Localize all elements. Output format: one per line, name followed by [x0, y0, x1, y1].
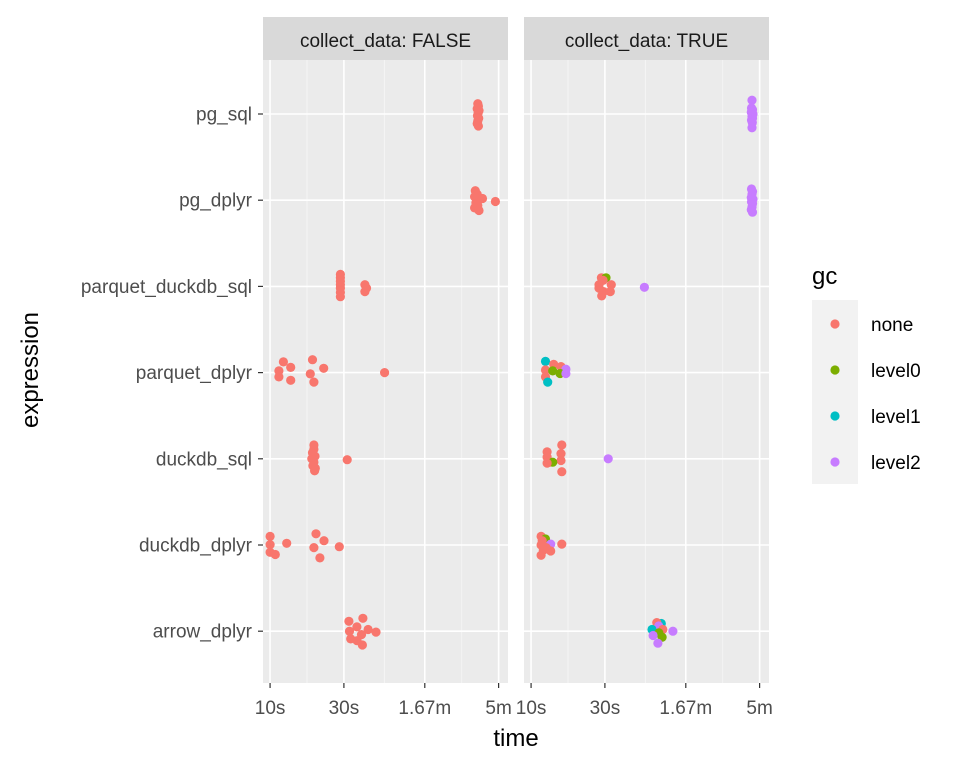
data-point-duckdb_sql-none: [342, 455, 352, 465]
data-point-duckdb_sql-none: [556, 449, 566, 459]
legend-key-level2: [830, 457, 840, 467]
legend-key-background: [812, 300, 858, 484]
y-tick-label: duckdb_sql: [156, 449, 252, 470]
data-point-parquet_dplyr-level1: [543, 377, 553, 387]
x-axis-title: time: [493, 725, 538, 752]
legend-label-level2: level2: [871, 453, 921, 474]
facet-strip: [524, 17, 769, 60]
x-tick-label: 5m: [746, 698, 772, 719]
data-point-parquet_dplyr-none: [286, 362, 296, 372]
data-point-parquet_duckdb_sql-none: [360, 287, 370, 297]
y-tick-label: pg_sql: [196, 105, 252, 126]
data-point-arrow_dplyr-none: [344, 616, 354, 626]
data-point-duckdb_dplyr-none: [557, 539, 567, 549]
data-point-duckdb_dplyr-none: [319, 536, 329, 546]
data-point-pg_sql-none: [473, 121, 483, 131]
data-point-arrow_dplyr-level2: [668, 626, 678, 636]
facet-panels: collect_data: FALSE collect_data: TRUE: [263, 17, 769, 683]
data-point-arrow_dplyr-level2: [653, 638, 663, 648]
data-point-duckdb_dplyr-none: [315, 553, 325, 563]
data-point-duckdb_dplyr-none: [270, 549, 280, 560]
data-point-parquet_dplyr-none: [274, 372, 284, 382]
legend: gc none level0 level1 level2: [812, 263, 921, 484]
x-tick-label: 30s: [590, 698, 621, 719]
data-point-duckdb_dplyr-none: [265, 531, 275, 542]
data-point-duckdb_sql-level2: [603, 454, 613, 464]
data-point-duckdb_sql-none: [542, 458, 552, 468]
data-point-arrow_dplyr-none: [371, 627, 381, 637]
facet-panel-1: collect_data: FALSE: [263, 17, 508, 683]
legend-label-level0: level0: [871, 361, 921, 382]
x-tick-label: 10s: [516, 698, 547, 719]
x-tick-label: 10s: [255, 698, 286, 719]
x-tick-label: 1.67m: [398, 698, 451, 719]
y-tick-label: arrow_dplyr: [153, 622, 253, 643]
data-point-parquet_duckdb_sql-none: [605, 287, 615, 297]
data-point-pg_dplyr-level2: [747, 207, 758, 217]
data-point-arrow_dplyr-none: [357, 640, 367, 650]
data-point-parquet_dplyr-none: [305, 369, 315, 379]
data-point-duckdb_dplyr-none: [282, 538, 292, 548]
legend-label-none: none: [871, 315, 913, 336]
x-tick-label: 5m: [485, 698, 511, 719]
data-point-arrow_dplyr-level2: [648, 630, 658, 641]
y-tick-label: parquet_dplyr: [136, 363, 253, 384]
data-point-parquet_dplyr-level2: [561, 368, 571, 379]
data-point-arrow_dplyr-none: [363, 624, 373, 635]
data-point-pg_dplyr-none: [490, 196, 500, 207]
data-point-duckdb_sql-none: [557, 467, 567, 477]
facet-strip: [263, 17, 508, 60]
data-point-duckdb_dplyr-none: [334, 542, 344, 552]
data-point-parquet_dplyr-none: [540, 365, 551, 375]
data-point-parquet_duckdb_sql-none: [335, 292, 345, 302]
facet-strip-label: collect_data: TRUE: [565, 31, 728, 52]
data-point-pg_sql-level2: [747, 95, 757, 105]
legend-key-level1: [830, 411, 840, 421]
legend-key-none: [830, 319, 840, 329]
x-axis-ticks: 10s 30s 1.67m 5m 10s 30s 1.67m 5m: [255, 683, 773, 719]
data-point-duckdb_sql-none: [557, 440, 567, 450]
data-point-duckdb_dplyr-none: [309, 543, 319, 553]
data-point-parquet_dplyr-none: [307, 355, 318, 365]
data-point-duckdb_dplyr-none: [265, 540, 275, 550]
data-point-duckdb_dplyr-none: [546, 546, 556, 556]
data-point-pg_sql-level2: [747, 123, 757, 133]
legend-key-level0: [830, 365, 840, 375]
y-tick-label: duckdb_dplyr: [139, 536, 253, 557]
data-point-parquet_dplyr-level1: [540, 356, 551, 366]
legend-label-level1: level1: [871, 407, 921, 428]
data-point-arrow_dplyr-none: [352, 622, 362, 632]
data-point-arrow_dplyr-none: [358, 613, 368, 623]
data-point-duckdb_sql-none: [556, 455, 566, 466]
data-point-parquet_dplyr-none: [380, 368, 390, 378]
data-point-parquet_dplyr-none: [309, 377, 319, 387]
data-point-parquet_dplyr-none: [278, 357, 288, 367]
data-point-parquet_duckdb_sql-none: [597, 291, 607, 301]
facet-strip-label: collect_data: FALSE: [300, 31, 471, 52]
data-point-parquet_dplyr-level0: [548, 366, 558, 376]
legend-title: gc: [812, 263, 837, 290]
data-point-duckdb_dplyr-none: [311, 529, 321, 539]
data-point-duckdb_dplyr-none: [536, 550, 546, 560]
x-tick-label: 30s: [329, 698, 360, 719]
data-point-parquet_dplyr-none: [286, 375, 296, 385]
y-tick-label: pg_dplyr: [179, 191, 253, 212]
y-axis-title: expression: [17, 312, 44, 428]
data-point-parquet_dplyr-none: [319, 363, 329, 373]
data-point-parquet_duckdb_sql-level2: [639, 282, 650, 292]
data-point-arrow_dplyr-none: [344, 626, 355, 636]
x-tick-label: 1.67m: [659, 698, 712, 719]
y-axis-ticks: pg_sql pg_dplyr parquet_duckdb_sql parquet_…: [81, 105, 263, 643]
data-point-duckdb_sql-none: [310, 466, 320, 476]
data-point-pg_dplyr-none: [477, 193, 488, 204]
data-point-pg_dplyr-none: [474, 205, 484, 216]
data-point-parquet_duckdb_sql-none: [606, 280, 616, 290]
facet-panel-2: collect_data: TRUE: [524, 17, 769, 683]
y-tick-label: parquet_duckdb_sql: [81, 277, 252, 298]
